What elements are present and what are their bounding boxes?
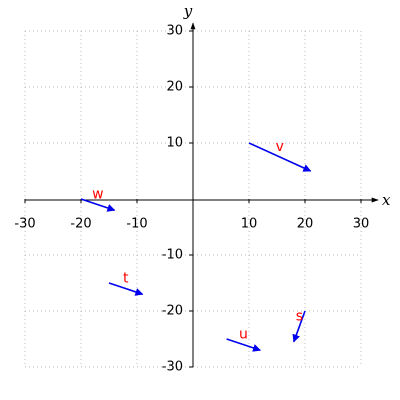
vector-arrow xyxy=(226,338,261,352)
vector-label: w xyxy=(92,187,103,203)
x-tick-label: 20 xyxy=(297,217,314,232)
x-axis-label: x xyxy=(382,191,391,209)
y-tick-label: -30 xyxy=(162,360,183,375)
vector-label: v xyxy=(276,139,284,155)
vector-arrow xyxy=(80,198,116,212)
vector-arrow xyxy=(248,142,312,172)
vector-label: s xyxy=(296,308,303,324)
vector-arrow xyxy=(292,310,306,343)
x-tick-label: -10 xyxy=(126,217,147,232)
x-tick-label: 30 xyxy=(353,217,370,232)
y-tick-label: 20 xyxy=(166,80,183,95)
y-axis-label: y xyxy=(183,2,193,20)
y-tick-label: -20 xyxy=(162,304,183,319)
x-tick-label: -20 xyxy=(70,217,91,232)
y-tick-label: 30 xyxy=(166,24,183,39)
y-tick-label: 10 xyxy=(166,136,183,151)
vector-label: u xyxy=(239,327,248,343)
vector-arrow xyxy=(108,282,144,296)
x-tick-label: -30 xyxy=(14,217,35,232)
vector-label: t xyxy=(123,271,129,287)
x-tick-label: 10 xyxy=(241,217,258,232)
y-tick-label: -10 xyxy=(162,248,183,263)
